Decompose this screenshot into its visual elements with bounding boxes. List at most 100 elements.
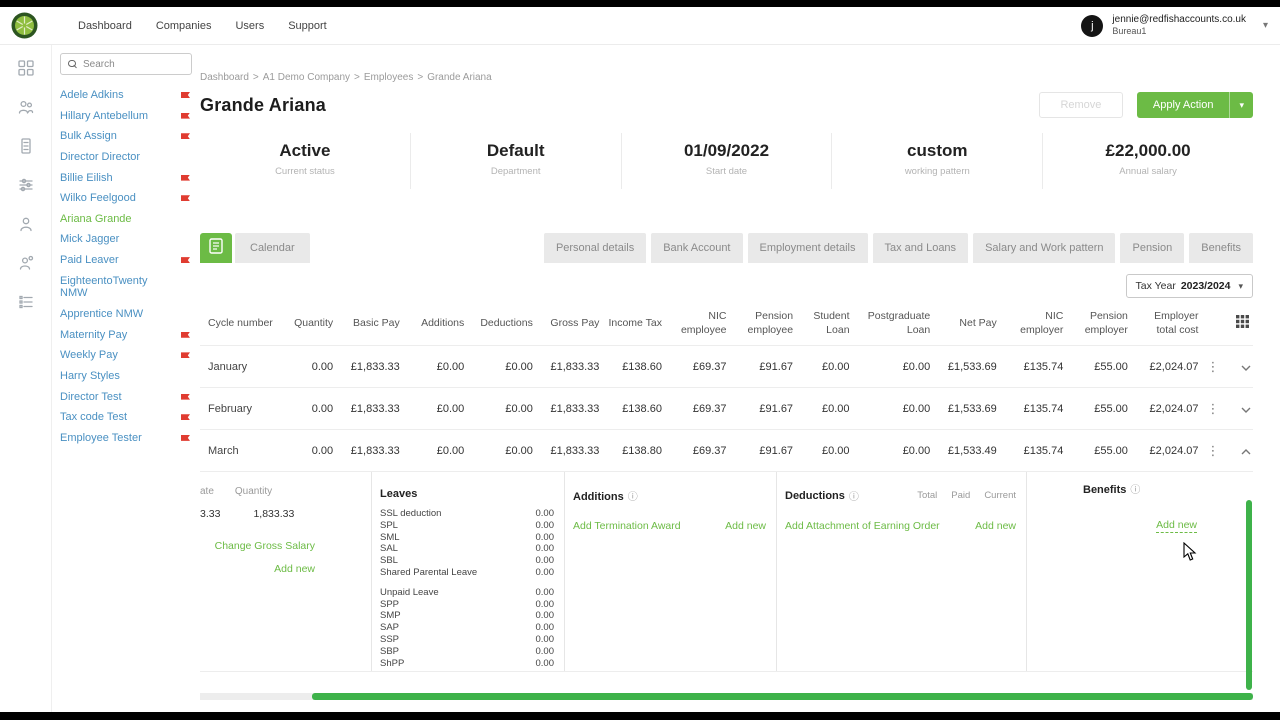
col-basic-pay[interactable]: Basic Pay xyxy=(337,304,404,347)
employee-name: Billie Eilish xyxy=(60,171,113,184)
breadcrumb-item[interactable]: Dashboard > xyxy=(200,72,263,83)
employee-list-item[interactable]: Employee Tester xyxy=(60,428,200,449)
vertical-scrollbar[interactable] xyxy=(1246,500,1252,690)
tab[interactable]: Benefits xyxy=(1189,233,1253,263)
user-menu[interactable]: j jennie@redfishaccounts.co.uk Bureau1 ▾ xyxy=(1081,14,1268,38)
nav-link[interactable]: Dashboard xyxy=(78,19,132,32)
tab[interactable]: Bank Account xyxy=(651,233,743,263)
col-postgraduate-loan[interactable]: Postgraduate Loan xyxy=(853,304,935,347)
tab[interactable]: Employment details xyxy=(747,233,868,263)
col-nic-employee[interactable]: NIC employee xyxy=(665,304,731,347)
tab[interactable]: Pension xyxy=(1120,233,1185,263)
breadcrumb-label[interactable]: Employees xyxy=(363,72,414,83)
dashboard-grid-icon[interactable] xyxy=(17,59,35,77)
task-list-icon[interactable] xyxy=(17,293,35,311)
tab-calendar[interactable]: Calendar xyxy=(235,233,310,263)
postgraduate-loan-cell: £0.00 xyxy=(853,345,935,389)
summary-label: working pattern xyxy=(904,166,970,177)
col-quantity[interactable]: Quantity xyxy=(278,304,338,347)
col-gross-pay[interactable]: Gross Pay xyxy=(536,304,604,347)
tab[interactable]: Tax and Loans xyxy=(872,233,969,263)
col-net-pay[interactable]: Net Pay xyxy=(934,304,1001,347)
breadcrumb-label[interactable]: Grande Ariana xyxy=(427,72,492,83)
apply-action-button[interactable]: Apply Action ▾ xyxy=(1136,92,1253,118)
tax-year-select[interactable]: Tax Year 2023/2024 ▾ xyxy=(1125,274,1253,298)
employee-list-item[interactable]: Tax code Test xyxy=(60,407,200,428)
detail-pay-section: ate Quantity 3.33 1,833.33 Change Gross … xyxy=(200,472,372,672)
employees-icon[interactable] xyxy=(17,98,35,116)
breadcrumb-label[interactable]: Dashboard xyxy=(200,72,249,83)
info-icon[interactable]: ⓘ xyxy=(848,492,859,504)
employee-list-item[interactable]: Weekly Pay xyxy=(60,345,200,366)
employee-list-item[interactable]: Mick Jagger xyxy=(60,229,200,250)
employee-list-item[interactable]: Paid Leaver xyxy=(60,250,200,271)
ledger-icon[interactable] xyxy=(17,137,35,155)
employee-list-item[interactable]: Apprentice NMW xyxy=(60,304,200,325)
col-nic-employer[interactable]: NIC employer xyxy=(1000,304,1068,347)
col-income-tax[interactable]: Income Tax xyxy=(603,304,666,347)
row-menu-icon[interactable]: ⋮ xyxy=(1206,358,1220,374)
employee-list-item[interactable]: Harry Styles xyxy=(60,366,200,387)
deductions-cell: £0.00 xyxy=(468,387,537,431)
breadcrumb-label[interactable]: A1 Demo Company xyxy=(262,72,351,83)
info-icon[interactable]: ⓘ xyxy=(1130,485,1141,497)
row-menu-icon[interactable]: ⋮ xyxy=(1206,442,1220,458)
user-help-icon[interactable] xyxy=(17,254,35,272)
payroll-row[interactable]: January 0.00 £1,833.33 £0.00 £0.00 £1,83… xyxy=(200,345,1253,389)
student-loan-cell: £0.00 xyxy=(797,429,854,473)
remove-button[interactable]: Remove xyxy=(1038,92,1123,118)
horizontal-scrollbar-track[interactable] xyxy=(200,693,1253,700)
additions-title: Additions ⓘ xyxy=(573,491,638,504)
col-employer-total-cost[interactable]: Employer total cost xyxy=(1131,304,1203,347)
row-expand-icon[interactable] xyxy=(1241,446,1251,458)
column-chooser-icon[interactable] xyxy=(1236,314,1249,333)
info-icon[interactable]: ⓘ xyxy=(627,492,638,504)
additions-add-new-link[interactable]: Add new xyxy=(725,520,766,533)
employee-list-item[interactable]: Bulk Assign xyxy=(60,126,200,147)
chevron-down-icon[interactable]: ▾ xyxy=(1229,92,1253,118)
employee-list-item[interactable]: Director Test xyxy=(60,387,200,408)
row-expand-icon[interactable] xyxy=(1241,404,1251,416)
employee-list-item[interactable]: Director Director xyxy=(60,147,200,168)
chevron-down-icon[interactable]: ▾ xyxy=(1262,20,1268,31)
payroll-tab[interactable] xyxy=(200,233,232,263)
search-input[interactable] xyxy=(83,58,184,70)
employee-list-item[interactable]: Hillary Antebellum xyxy=(60,106,200,127)
payroll-row[interactable]: March 0.00 £1,833.33 £0.00 £0.00 £1,833.… xyxy=(200,429,1253,473)
breadcrumb-item[interactable]: Employees > xyxy=(364,72,427,83)
add-termination-award-link[interactable]: Add Termination Award xyxy=(573,520,681,533)
employee-search[interactable] xyxy=(60,53,192,75)
col-additions[interactable]: Additions xyxy=(403,304,469,347)
net-pay-cell: £1,533.69 xyxy=(934,345,1001,389)
nav-link[interactable]: Companies xyxy=(155,19,212,32)
lime-logo-icon[interactable] xyxy=(11,12,38,39)
person-icon[interactable] xyxy=(17,215,35,233)
col-pension-employer[interactable]: Pension employer xyxy=(1067,304,1132,347)
benefits-add-new-link[interactable]: Add new xyxy=(1156,519,1197,534)
col-pension-employee[interactable]: Pension employee xyxy=(730,304,798,347)
deductions-add-new-link[interactable]: Add new xyxy=(975,520,1016,533)
employee-list-item[interactable]: Adele Adkins xyxy=(60,85,200,106)
sliders-icon[interactable] xyxy=(17,176,35,194)
change-gross-salary-link[interactable]: Change Gross Salary xyxy=(214,540,315,553)
add-attachment-earning-order-link[interactable]: Add Attachment of Earning Order xyxy=(785,520,940,533)
row-menu-icon[interactable]: ⋮ xyxy=(1206,400,1220,416)
tab[interactable]: Personal details xyxy=(543,233,647,263)
pay-add-new-link[interactable]: Add new xyxy=(274,563,315,576)
col-cycle-number[interactable]: Cycle number xyxy=(200,304,279,347)
row-expand-icon[interactable] xyxy=(1241,362,1251,374)
nav-link[interactable]: Support xyxy=(288,19,327,32)
employee-list-item[interactable]: Ariana Grande xyxy=(60,209,200,230)
horizontal-scrollbar-thumb[interactable] xyxy=(312,693,1253,700)
employee-list-item[interactable]: EighteentoTwenty NMW xyxy=(60,271,200,304)
employee-list-item[interactable]: Maternity Pay xyxy=(60,325,200,346)
payroll-row[interactable]: February 0.00 £1,833.33 £0.00 £0.00 £1,8… xyxy=(200,387,1253,431)
col-student-loan[interactable]: Student Loan xyxy=(797,304,854,347)
tab[interactable]: Salary and Work pattern xyxy=(973,233,1116,263)
employee-list-item[interactable]: Wilko Feelgood xyxy=(60,188,200,209)
nav-link[interactable]: Users xyxy=(235,19,265,32)
employee-list-item[interactable]: Billie Eilish xyxy=(60,168,200,189)
breadcrumb-item[interactable]: Grande Ariana> xyxy=(427,72,492,83)
col-deductions[interactable]: Deductions xyxy=(468,304,537,347)
breadcrumb-item[interactable]: A1 Demo Company > xyxy=(263,72,364,83)
